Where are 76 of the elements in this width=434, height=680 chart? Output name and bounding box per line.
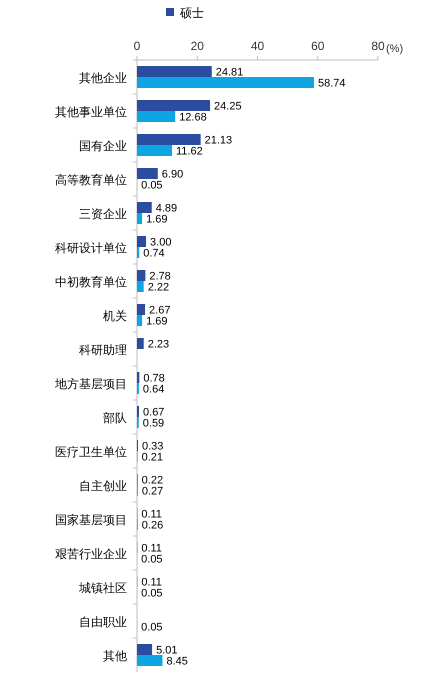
bar	[137, 134, 201, 145]
data-label: 24.25	[214, 100, 242, 112]
data-label: 3.00	[150, 236, 172, 248]
bar	[137, 100, 210, 111]
data-label: 0.22	[142, 474, 164, 486]
data-label: 0.67	[143, 406, 164, 418]
y-tick-label: 其他	[103, 649, 127, 663]
data-label: 6.90	[162, 168, 184, 180]
data-label: 0.33	[142, 440, 164, 452]
y-tick-label: 其他事业单位	[55, 105, 127, 119]
y-tick-label: 国有企业	[79, 139, 127, 153]
data-label: 58.74	[318, 78, 346, 90]
y-tick-label: 自由职业	[79, 615, 127, 629]
x-tick-label: 0	[134, 39, 141, 53]
data-label: 11.62	[176, 146, 203, 158]
x-tick-label: 40	[250, 39, 264, 53]
y-tick-label: 城镇社区	[78, 581, 127, 595]
bar	[137, 270, 146, 281]
data-label: 24.81	[216, 66, 244, 78]
y-tick-label: 机关	[103, 309, 127, 323]
data-label: 1.69	[146, 316, 168, 328]
data-label: 2.22	[148, 282, 170, 294]
data-label: 12.68	[179, 112, 207, 124]
y-tick-label: 艰苦行业企业	[55, 547, 127, 561]
bar	[137, 236, 146, 247]
data-label: 0.05	[141, 588, 163, 600]
y-tick-label: 国家基层项目	[55, 513, 127, 527]
y-tick-label: 科研设计单位	[55, 241, 127, 255]
y-tick-label: 中初教育单位	[55, 275, 127, 289]
bar	[137, 644, 152, 655]
data-label: 0.26	[142, 520, 164, 532]
data-label: 0.21	[142, 452, 164, 464]
bar	[137, 77, 314, 88]
data-label: 0.59	[142, 418, 164, 430]
y-tick-label: 高等教育单位	[55, 173, 127, 187]
bar	[137, 281, 144, 292]
data-label: 2.78	[149, 270, 171, 282]
data-label: 1.69	[146, 214, 168, 226]
data-label: 5.01	[156, 644, 178, 656]
bar	[137, 202, 152, 213]
y-tick-label: 医疗卫生单位	[55, 445, 127, 459]
bar	[137, 111, 176, 122]
data-label: 4.89	[156, 202, 178, 214]
bar	[137, 145, 172, 156]
x-tick-label: 60	[311, 39, 325, 53]
data-label: 2.23	[148, 338, 170, 350]
y-tick-label: 地方基层项目	[54, 377, 127, 391]
bar	[137, 66, 212, 77]
data-label: 0.78	[143, 372, 165, 384]
y-tick-label: 部队	[103, 411, 127, 425]
legend-label: 硕士	[179, 6, 204, 20]
y-tick-label: 自主创业	[79, 479, 127, 493]
x-tick-label: 20	[190, 39, 204, 53]
bar	[137, 168, 158, 179]
data-label: 0.74	[143, 248, 165, 260]
y-tick-label: 三资企业	[79, 207, 127, 221]
data-label: 0.05	[141, 622, 163, 634]
bar	[137, 655, 162, 666]
data-label: 2.67	[149, 304, 170, 316]
data-label: 0.11	[141, 508, 162, 520]
x-axis-title: (%)	[386, 43, 404, 55]
y-tick-label: 科研助理	[79, 343, 127, 357]
y-tick-label: 其他企业	[79, 71, 127, 85]
data-label: 0.64	[142, 384, 164, 396]
data-label: 0.05	[141, 554, 163, 566]
data-label: 0.05	[141, 180, 163, 192]
bar	[137, 304, 146, 315]
data-label: 8.45	[166, 656, 188, 668]
data-label: 0.11	[141, 576, 162, 588]
data-label: 0.11	[141, 542, 162, 554]
data-label: 0.27	[142, 486, 164, 498]
bar	[137, 315, 142, 326]
bar	[137, 213, 142, 224]
x-tick-label: 80	[371, 39, 385, 53]
bar	[137, 338, 144, 349]
data-label: 21.13	[204, 134, 232, 146]
